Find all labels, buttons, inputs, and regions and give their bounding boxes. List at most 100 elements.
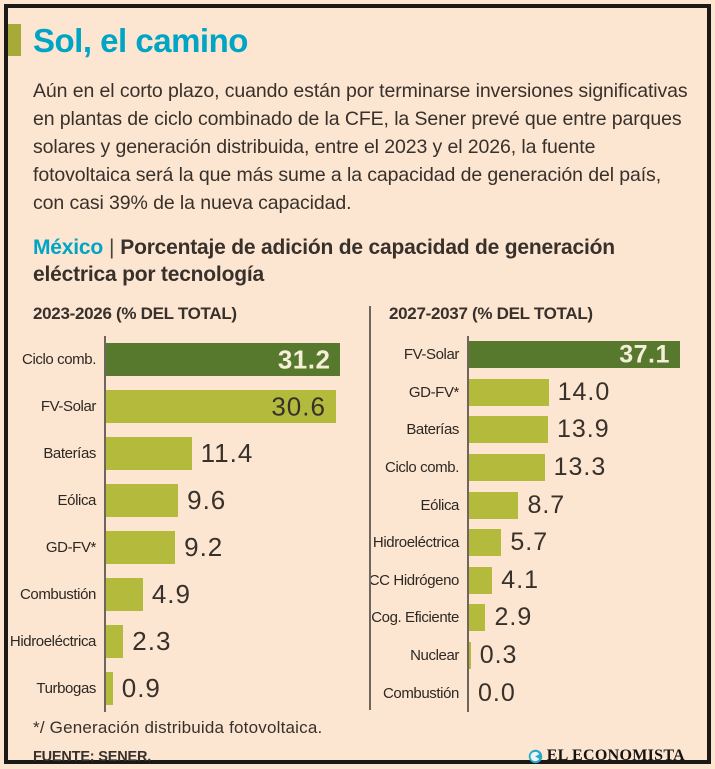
chart-2027-2037: 2027-2037 (% DEL TOTAL) FV-Solar 37.1 GD-F… [369, 304, 685, 712]
chart-row: FV-Solar 37.1 [389, 336, 685, 374]
brand-logo: EL ECONOMISTA [528, 747, 685, 765]
chart-row: GD-FV* 9.2 [33, 524, 369, 571]
chart-row: Hidroeléctrica 5.7 [372, 523, 685, 562]
region-label: México [33, 236, 103, 259]
bar-track: 4.1 [467, 561, 685, 600]
chart-row: Combustión 0.0 [382, 674, 685, 712]
category-label: Hidroeléctrica [9, 633, 97, 650]
bar-track: 13.9 [467, 411, 685, 449]
footer-row: FUENTE: SENER. EL ECONOMISTA [33, 747, 685, 765]
chart-row: GD-FV* 14.0 [389, 373, 685, 412]
chart-title-left: 2023-2026 (% DEL TOTAL) [33, 304, 237, 323]
source-label: FUENTE: SENER. [33, 749, 152, 765]
category-label: CC Hidrógeno [368, 571, 460, 589]
bar-track: 37.1 [467, 336, 685, 374]
bar: 30.6 [106, 390, 336, 423]
bar-track: 2.3 [104, 618, 369, 665]
category-label: Baterías [43, 445, 96, 462]
category-label: Combustión [19, 586, 96, 603]
chart-row: Eólica 8.7 [389, 486, 685, 524]
chart-subtitle: México | Porcentaje de adición de capacida… [33, 234, 663, 288]
footnote-text: */ Generación distribuida fotovoltaica. [33, 718, 323, 737]
bar [469, 529, 502, 557]
bar [469, 604, 486, 632]
bar-track: 0.9 [104, 665, 369, 712]
value-label: 5.7 [510, 528, 549, 557]
bar-track: 9.6 [104, 477, 369, 524]
value-label: 2.3 [132, 626, 172, 656]
chart-row: Baterías 13.9 [389, 411, 685, 449]
bar [469, 378, 549, 406]
value-label: 0.9 [121, 673, 161, 703]
chart-row: CC Hidrógeno 4.1 [368, 561, 685, 600]
bar-track: 31.2 [104, 336, 369, 383]
charts-section: 2023-2026 (% DEL TOTAL) Ciclo comb. 31.2 F… [9, 304, 685, 712]
bar [469, 566, 493, 594]
brand-name: EL ECONOMISTA [546, 747, 685, 764]
bar [106, 531, 176, 564]
bar [106, 484, 179, 517]
bar [469, 642, 471, 670]
intro-paragraph: Aún en el corto plazo, cuando están por … [33, 80, 688, 214]
bar [469, 454, 545, 482]
value-label: 31.2 [277, 344, 331, 374]
category-label: Eólica [57, 492, 97, 509]
category-label: Ciclo comb. [385, 459, 459, 477]
chart-title-right: 2027-2037 (% DEL TOTAL) [389, 304, 593, 323]
bar-track: 9.2 [104, 524, 369, 571]
chart-row: Baterías 11.4 [33, 430, 369, 477]
chart-row: Turbogas 0.9 [33, 665, 369, 712]
value-label: 0.0 [478, 678, 516, 707]
bar: 37.1 [469, 340, 680, 369]
category-label: Cog. Eficiente [371, 609, 459, 627]
value-label: 37.1 [619, 340, 670, 369]
bar-track: 0.3 [467, 636, 685, 675]
bar-track: 0.0 [467, 674, 685, 712]
category-label: Turbogas [36, 680, 96, 697]
category-label: Eólica [420, 496, 460, 514]
value-label: 4.9 [151, 579, 191, 609]
chart-row: Eólica 9.6 [33, 477, 369, 524]
bar: 31.2 [106, 343, 341, 376]
footer: */ Generación distribuida fotovoltaica. … [33, 712, 685, 765]
value-label: 14.0 [557, 377, 611, 406]
category-label: Combustión [382, 684, 459, 702]
infographic-content: Sol, el camino Aún en el corto plazo, cu… [4, 4, 711, 765]
chart-rows-left: Ciclo comb. 31.2 FV-Solar 30.6 Baterías 11.4 E… [9, 336, 369, 712]
bar-track: 2.9 [467, 599, 685, 637]
category-label: Hidroeléctrica [372, 534, 460, 552]
value-label: 2.9 [494, 603, 533, 632]
chart-row: Ciclo comb. 13.3 [385, 448, 685, 487]
bar [469, 416, 548, 444]
bar-track: 11.4 [104, 430, 369, 477]
value-label: 9.2 [184, 532, 224, 562]
title-accent-block [8, 24, 21, 56]
value-label: 11.4 [200, 438, 254, 468]
chart-row: FV-Solar 30.6 [33, 383, 369, 430]
bar-track: 30.6 [104, 383, 369, 430]
bar [106, 578, 143, 611]
bar [469, 491, 519, 519]
bar-track: 8.7 [467, 486, 685, 524]
category-label: FV-Solar [40, 398, 97, 415]
chart-row: Hidroeléctrica 2.3 [9, 618, 369, 665]
value-label: 9.6 [187, 485, 227, 515]
category-label: Nuclear [410, 647, 459, 665]
value-label: 8.7 [527, 490, 566, 519]
page-title: Sol, el camino [33, 22, 248, 59]
chart-row: Nuclear 0.3 [389, 636, 685, 675]
chart-divider-line [369, 306, 371, 710]
bar-track: 4.9 [104, 571, 369, 618]
chart-row: Cog. Eficiente 2.9 [371, 599, 685, 637]
chart-rows-right: FV-Solar 37.1 GD-FV* 14.0 Baterías 13.9 Ciclo … [368, 336, 685, 712]
category-label: GD-FV* [45, 539, 97, 556]
category-label: GD-FV* [408, 383, 460, 401]
bar [106, 625, 124, 658]
value-label: 30.6 [271, 391, 326, 421]
subtitle-text: Porcentaje de adición de capacidad de ge… [33, 236, 615, 286]
bar [106, 437, 192, 470]
subtitle-separator: | [109, 236, 115, 259]
category-label: Baterías [406, 421, 459, 439]
bar-track: 13.3 [467, 448, 685, 487]
